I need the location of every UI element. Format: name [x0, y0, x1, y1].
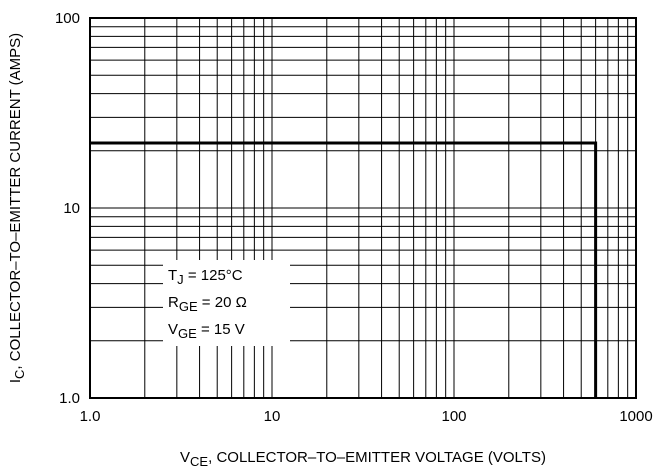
label-subscript: GE	[179, 299, 198, 314]
label-text: = 125°C	[184, 267, 243, 284]
x-tick-label: 1000	[619, 408, 652, 425]
y-tick-label: 1.0	[59, 390, 80, 407]
label-text: , COLLECTOR–TO–EMITTER VOLTAGE (VOLTS)	[208, 449, 546, 466]
annotation: VGE = 15 V	[168, 321, 245, 341]
plot-frame	[89, 17, 637, 399]
label-subscript: C	[12, 370, 27, 379]
series-line	[90, 141, 598, 398]
y-tick-label: 10	[63, 200, 80, 217]
label-symbol: T	[168, 267, 177, 284]
annotation: TJ = 125°C	[168, 267, 243, 287]
y-tick-label: 100	[55, 10, 80, 27]
annotation: RGE = 20 Ω	[168, 294, 247, 314]
y-axis-label: IC, COLLECTOR–TO–EMITTER CURRENT (AMPS)	[7, 33, 27, 383]
x-tick-label: 1.0	[80, 408, 101, 425]
label-symbol: I	[7, 379, 24, 383]
label-symbol: V	[168, 321, 178, 338]
x-tick-label: 10	[264, 408, 281, 425]
label-subscript: CE	[190, 454, 208, 469]
label-symbol: R	[168, 294, 179, 311]
x-axis-label: VCE, COLLECTOR–TO–EMITTER VOLTAGE (VOLTS…	[180, 449, 546, 469]
label-subscript: J	[177, 272, 184, 287]
label-text: = 15 V	[197, 321, 245, 338]
label-text: , COLLECTOR–TO–EMITTER CURRENT (AMPS)	[7, 33, 24, 370]
label-symbol: V	[180, 449, 190, 466]
annotation-box	[163, 260, 290, 346]
label-subscript: GE	[178, 326, 197, 341]
x-tick-label: 100	[441, 408, 466, 425]
label-text: = 20 Ω	[198, 294, 247, 311]
